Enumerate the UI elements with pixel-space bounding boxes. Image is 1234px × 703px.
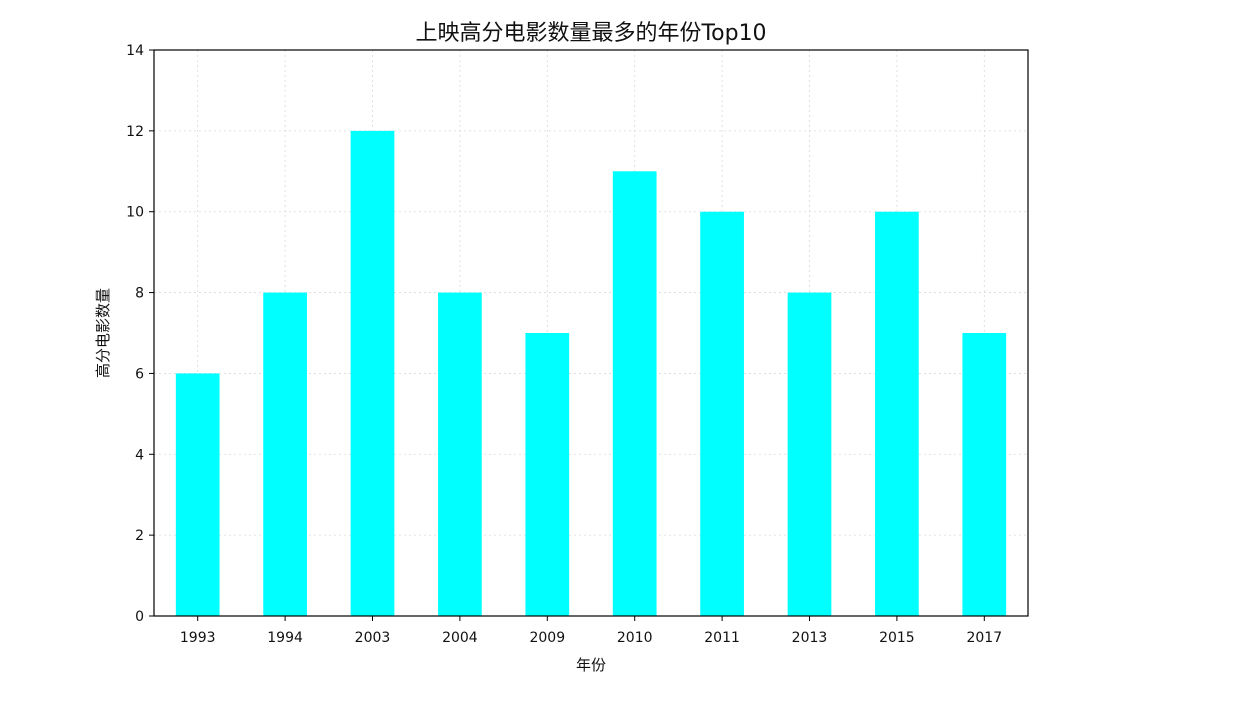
bar-2004 — [438, 292, 482, 616]
x-axis-label: 年份 — [576, 656, 606, 674]
y-tick-label: 14 — [126, 43, 144, 59]
plot-frame — [153, 49, 1029, 617]
y-tick-label: 6 — [135, 366, 144, 382]
axes — [149, 49, 1029, 621]
bar-2003 — [350, 130, 395, 616]
x-tick-label: 1993 — [180, 630, 216, 646]
tick-labels: 0 2 4 6 8 10 12 14 1993 1994 2003 2004 2009 2010 2011 2… — [126, 43, 1002, 646]
y-tick-label: 10 — [126, 205, 144, 221]
bars — [175, 130, 1007, 617]
y-tick-label: 12 — [126, 124, 144, 140]
y-axis-label: 高分电影数量 — [94, 288, 112, 378]
x-tick-label: 2015 — [879, 630, 915, 646]
bar-1993 — [175, 373, 220, 616]
x-tick-label: 2004 — [442, 630, 478, 646]
x-tick-label: 2003 — [355, 630, 391, 646]
x-tick-label: 1994 — [267, 630, 303, 646]
x-tick-label: 2013 — [792, 630, 828, 646]
bar-2015 — [875, 211, 919, 616]
x-tick-label: 2011 — [704, 630, 740, 646]
bar-2010 — [612, 171, 657, 617]
x-tick-label: 2009 — [529, 630, 565, 646]
y-tick-label: 4 — [135, 447, 144, 463]
bar-1994 — [263, 292, 307, 616]
y-tick-label: 0 — [135, 609, 144, 625]
x-tick-label: 2010 — [617, 630, 653, 646]
bar-2013 — [787, 292, 832, 616]
x-tick-label: 2017 — [966, 630, 1002, 646]
chart-title: 上映高分电影数量最多的年份Top10 — [415, 21, 766, 46]
bar-2017 — [962, 333, 1007, 616]
bar-2009 — [525, 333, 570, 616]
y-tick-label: 8 — [135, 286, 144, 302]
bar-2011 — [700, 211, 744, 616]
y-tick-label: 2 — [135, 528, 144, 544]
